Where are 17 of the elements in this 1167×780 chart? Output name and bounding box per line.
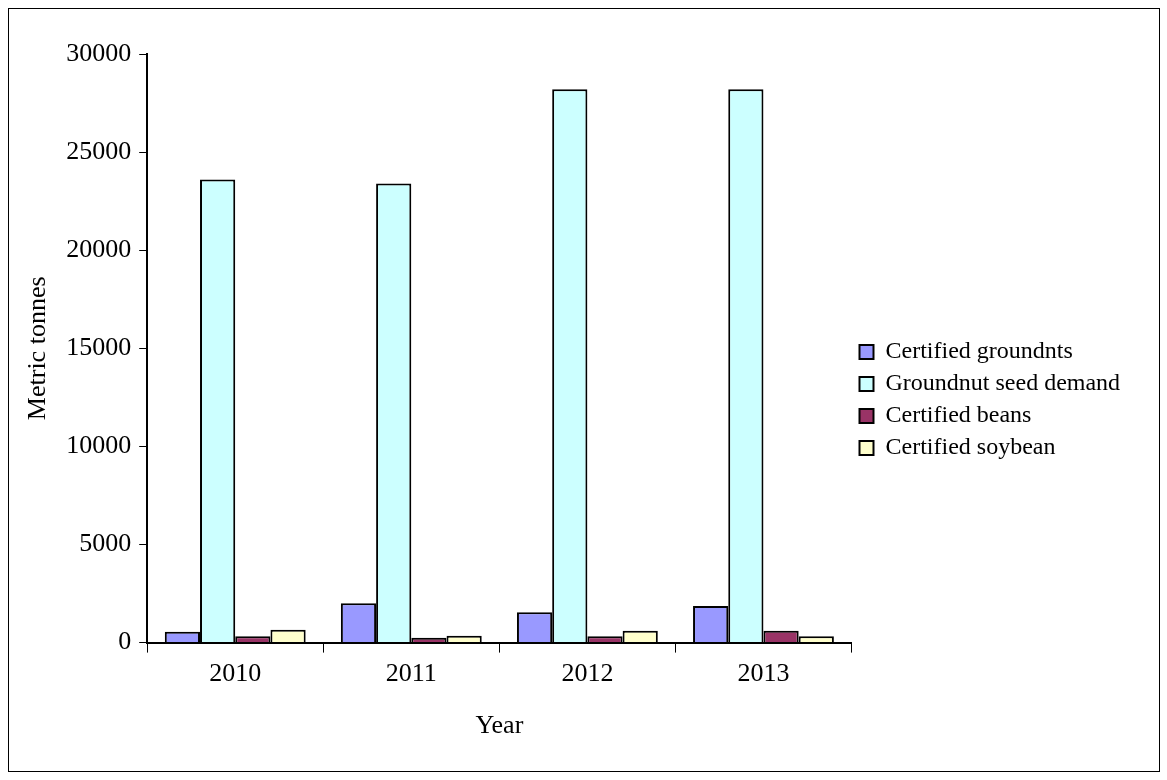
x-tick-label: 2013: [737, 658, 790, 688]
legend-label: Certified groundnts: [885, 337, 1073, 364]
y-tick-label: 5000: [79, 528, 132, 558]
legend-label: Certified soybean: [885, 433, 1056, 460]
y-tick-label: 30000: [66, 37, 132, 67]
legend-label: Groundnut seed demand: [885, 369, 1121, 396]
x-tick-label: 2011: [385, 658, 437, 688]
y-tick-label: 10000: [66, 430, 132, 460]
legend-label: Certified beans: [885, 401, 1032, 428]
y-tick-label: 0: [118, 626, 132, 656]
y-axis-title: Metric tonnes: [22, 276, 52, 421]
y-tick-label: 20000: [66, 234, 132, 264]
y-tick-label: 15000: [66, 332, 132, 362]
y-tick-label: 25000: [66, 135, 132, 165]
x-axis-title: Year: [475, 710, 524, 740]
x-tick-label: 2010: [209, 658, 262, 688]
x-tick-label: 2012: [561, 658, 614, 688]
